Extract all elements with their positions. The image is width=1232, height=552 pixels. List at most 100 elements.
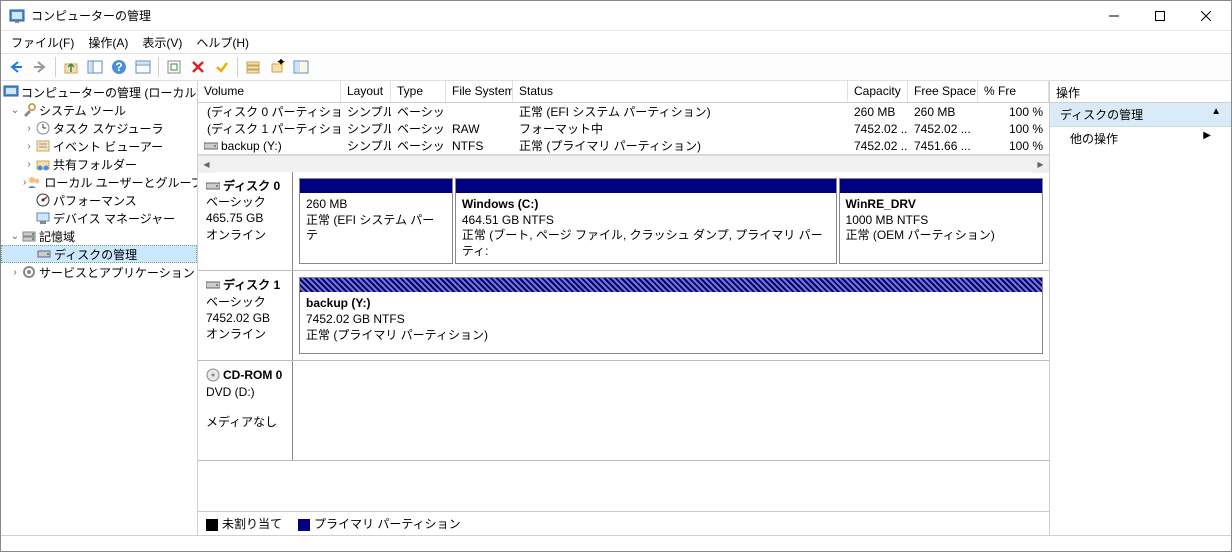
tree-local-users[interactable]: › ローカル ユーザーとグループ bbox=[1, 173, 197, 191]
menu-file[interactable]: ファイル(F) bbox=[5, 32, 80, 53]
tree-event-viewer[interactable]: › イベント ビューアー bbox=[1, 137, 197, 155]
storage-icon bbox=[21, 228, 37, 244]
disk-partitions: 260 MB正常 (EFI システム パーテWindows (C:)464.51… bbox=[293, 172, 1049, 270]
menu-bar: ファイル(F) 操作(A) 表示(V) ヘルプ(H) bbox=[1, 31, 1231, 53]
minimize-button[interactable] bbox=[1091, 1, 1137, 31]
collapse-arrow-icon: ▲ bbox=[1211, 106, 1221, 123]
h-scrollbar[interactable]: ◀ ▶ bbox=[198, 155, 1049, 172]
tree-devmgr-label: デバイス マネージャー bbox=[53, 210, 175, 227]
tree-task-scheduler[interactable]: › タスク スケジューラ bbox=[1, 119, 197, 137]
services-icon bbox=[21, 264, 37, 280]
show-hide-button[interactable] bbox=[84, 56, 106, 78]
actions-header: 操作 bbox=[1050, 81, 1231, 103]
collapse-icon[interactable]: ⌄ bbox=[9, 105, 21, 116]
collapse-icon[interactable]: ⌄ bbox=[9, 231, 21, 242]
refresh-button[interactable] bbox=[163, 56, 185, 78]
partition[interactable]: 260 MB正常 (EFI システム パーテ bbox=[299, 178, 453, 264]
delete-button[interactable] bbox=[187, 56, 209, 78]
disk-partitions: backup (Y:)7452.02 GB NTFS正常 (プライマリ パーティ… bbox=[293, 271, 1049, 360]
partition[interactable]: backup (Y:)7452.02 GB NTFS正常 (プライマリ パーティ… bbox=[299, 277, 1043, 354]
status-bar bbox=[1, 535, 1231, 551]
col-layout[interactable]: Layout bbox=[341, 81, 391, 102]
volume-list-header: Volume Layout Type File System Status Ca… bbox=[198, 81, 1049, 103]
nav-tree[interactable]: コンピューターの管理 (ローカル) ⌄ システム ツール › タスク スケジュー… bbox=[1, 81, 198, 535]
event-icon bbox=[35, 138, 51, 154]
tree-services-label: サービスとアプリケーション bbox=[39, 264, 195, 281]
title-bar: コンピューターの管理 bbox=[1, 1, 1231, 31]
col-volume[interactable]: Volume bbox=[198, 81, 341, 102]
clock-icon bbox=[35, 120, 51, 136]
tree-users-label: ローカル ユーザーとグループ bbox=[44, 174, 198, 191]
disk-partitions bbox=[293, 361, 1049, 460]
tree-shared-folders[interactable]: › 共有フォルダー bbox=[1, 155, 197, 173]
tree-share-label: 共有フォルダー bbox=[53, 156, 137, 173]
settings-button[interactable] bbox=[290, 56, 312, 78]
new-button[interactable]: ✦ bbox=[266, 56, 288, 78]
legend: 未割り当て プライマリ パーティション bbox=[198, 511, 1049, 535]
disk-row[interactable]: ディスク 0ベーシック465.75 GBオンライン260 MB正常 (EFI シ… bbox=[198, 172, 1049, 271]
volume-row[interactable]: backup (Y:)シンプルベーシックNTFS正常 (プライマリ パーティショ… bbox=[198, 137, 1049, 154]
col-pct[interactable]: % Fre bbox=[978, 81, 1049, 102]
col-fs[interactable]: File System bbox=[446, 81, 513, 102]
col-capacity[interactable]: Capacity bbox=[848, 81, 908, 102]
tree-sys-label: システム ツール bbox=[39, 102, 126, 119]
partition[interactable]: Windows (C:)464.51 GB NTFS正常 (ブート, ページ フ… bbox=[455, 178, 837, 264]
check-button[interactable] bbox=[211, 56, 233, 78]
main-content: Volume Layout Type File System Status Ca… bbox=[198, 81, 1050, 535]
expand-icon[interactable]: › bbox=[9, 267, 21, 278]
volume-row[interactable]: (ディスク 0 パーティション 1)シンプルベーシック正常 (EFI システム … bbox=[198, 103, 1049, 120]
submenu-arrow-icon: ▶ bbox=[1203, 130, 1211, 147]
tools-icon bbox=[21, 102, 37, 118]
tree-storage-label: 記憶域 bbox=[39, 228, 75, 245]
volume-row[interactable]: (ディスク 1 パーティション 2)シンプルベーシックRAWフォーマット中745… bbox=[198, 120, 1049, 137]
close-button[interactable] bbox=[1183, 1, 1229, 31]
toolbar: ? ✦ bbox=[1, 53, 1231, 81]
disk-row[interactable]: ディスク 1ベーシック7452.02 GBオンラインbackup (Y:)745… bbox=[198, 271, 1049, 361]
actions-group[interactable]: ディスクの管理 ▲ bbox=[1050, 103, 1231, 127]
app-icon bbox=[9, 8, 25, 24]
expand-icon[interactable]: › bbox=[23, 141, 35, 152]
partition[interactable]: WinRE_DRV1000 MB NTFS正常 (OEM パーティション) bbox=[839, 178, 1043, 264]
tree-disk-management[interactable]: ディスクの管理 bbox=[1, 245, 197, 263]
properties-button[interactable] bbox=[132, 56, 154, 78]
volume-list[interactable]: (ディスク 0 パーティション 1)シンプルベーシック正常 (EFI システム … bbox=[198, 103, 1049, 155]
disk-graphical-view[interactable]: ディスク 0ベーシック465.75 GBオンライン260 MB正常 (EFI シ… bbox=[198, 172, 1049, 511]
menu-view[interactable]: 表示(V) bbox=[136, 32, 188, 53]
device-icon bbox=[35, 210, 51, 226]
menu-help[interactable]: ヘルプ(H) bbox=[190, 32, 255, 53]
col-free[interactable]: Free Space bbox=[908, 81, 978, 102]
menu-action[interactable]: 操作(A) bbox=[82, 32, 134, 53]
col-type[interactable]: Type bbox=[391, 81, 446, 102]
tree-performance[interactable]: パフォーマンス bbox=[1, 191, 197, 209]
tree-perf-label: パフォーマンス bbox=[53, 192, 137, 209]
maximize-button[interactable] bbox=[1137, 1, 1183, 31]
expand-icon[interactable]: › bbox=[23, 123, 35, 134]
disk-row[interactable]: CD-ROM 0DVD (D:)メディアなし bbox=[198, 361, 1049, 461]
disk-info: ディスク 0ベーシック465.75 GBオンライン bbox=[198, 172, 293, 270]
svg-text:✦: ✦ bbox=[276, 59, 285, 69]
tree-event-label: イベント ビューアー bbox=[53, 138, 163, 155]
perf-icon bbox=[35, 192, 51, 208]
legend-unallocated: 未割り当て bbox=[206, 515, 282, 532]
forward-button[interactable] bbox=[29, 56, 51, 78]
tree-services[interactable]: › サービスとアプリケーション bbox=[1, 263, 197, 281]
list-button[interactable] bbox=[242, 56, 264, 78]
up-button[interactable] bbox=[60, 56, 82, 78]
tree-root-label: コンピューターの管理 (ローカル) bbox=[21, 84, 198, 101]
scroll-left[interactable]: ◀ bbox=[198, 156, 215, 173]
actions-other[interactable]: 他の操作 ▶ bbox=[1050, 127, 1231, 150]
scroll-right[interactable]: ▶ bbox=[1032, 156, 1049, 173]
users-icon bbox=[26, 174, 42, 190]
tree-root[interactable]: コンピューターの管理 (ローカル) bbox=[1, 83, 197, 101]
svg-text:?: ? bbox=[115, 60, 122, 74]
back-button[interactable] bbox=[5, 56, 27, 78]
help-button[interactable]: ? bbox=[108, 56, 130, 78]
tree-device-manager[interactable]: デバイス マネージャー bbox=[1, 209, 197, 227]
tree-system-tools[interactable]: ⌄ システム ツール bbox=[1, 101, 197, 119]
tree-storage[interactable]: ⌄ 記憶域 bbox=[1, 227, 197, 245]
legend-primary: プライマリ パーティション bbox=[298, 515, 461, 532]
computer-icon bbox=[3, 84, 19, 100]
col-status[interactable]: Status bbox=[513, 81, 848, 102]
actions-pane: 操作 ディスクの管理 ▲ 他の操作 ▶ bbox=[1050, 81, 1231, 535]
expand-icon[interactable]: › bbox=[23, 159, 35, 170]
